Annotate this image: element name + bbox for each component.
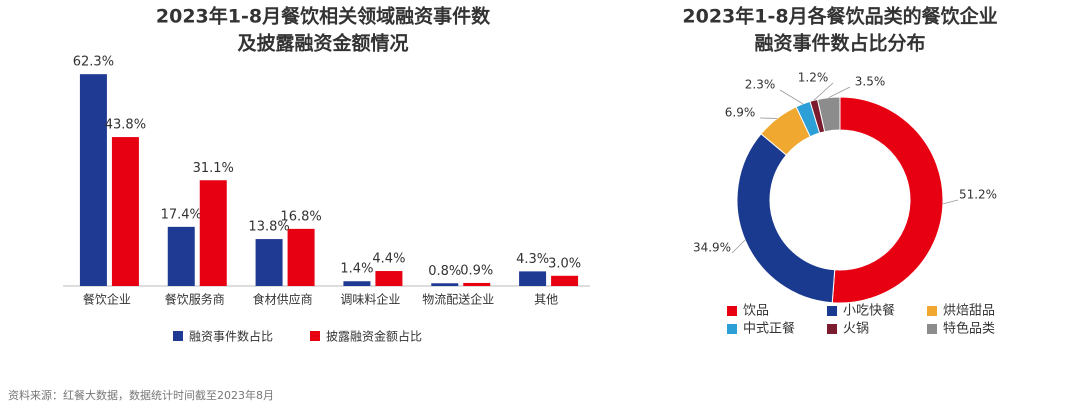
legend-swatch [927,324,937,334]
leader-line [942,199,959,205]
chart-title: 2023年1-8月餐饮相关领域融资事件数 [156,5,491,28]
value-label: 3.0% [548,256,581,271]
value-label: 62.3% [73,55,114,70]
value-label: 13.8% [248,220,289,235]
legend-swatch [827,324,837,334]
legend-label: 披露融资金额占比 [326,329,422,344]
x-tick-label: 食材供应商 [253,292,313,307]
value-label: 1.2% [798,71,829,85]
value-label: 1.4% [340,262,373,277]
bar [463,282,491,286]
bar [431,283,459,286]
chart-title: 及披露融资金额情况 [237,32,408,55]
legend-label: 烘焙甜品 [943,303,995,319]
value-label: 6.9% [725,106,756,120]
source-note: 资料来源：红餐大数据，数据统计时间截至2023年8月 [8,388,274,402]
legend-swatch [310,331,320,341]
legend-swatch [727,306,737,316]
legend-swatch [727,324,737,334]
donut-slice [831,96,944,304]
bar [167,226,195,286]
x-tick-label: 其他 [534,293,558,307]
value-label: 0.8% [428,264,461,279]
value-label: 43.8% [105,118,146,133]
bar [375,271,403,286]
legend-label: 中式正餐 [743,321,795,337]
leader-line [731,239,746,254]
bar [343,281,371,286]
bar [199,180,227,286]
chart-title: 融资事件数占比分布 [754,32,925,55]
legend-swatch [827,306,837,316]
donut-slice [736,133,836,304]
legend-swatch [927,306,937,316]
legend-label: 融资事件数占比 [189,329,273,344]
chart-title: 2023年1-8月各餐饮品类的餐饮企业 [682,5,997,28]
donut-slice [816,96,841,133]
value-label: 31.1% [193,161,234,176]
x-tick-label: 餐饮服务商 [165,292,225,307]
value-label: 17.4% [161,207,202,222]
bar [551,275,579,286]
leader-line [828,86,851,98]
bar [287,228,315,286]
bar [79,74,107,287]
legend-swatch [173,331,183,341]
value-label: 4.3% [516,252,549,267]
bar [111,137,139,286]
value-label: 34.9% [693,241,731,255]
leader-line [813,82,834,101]
x-tick-label: 物流配送企业 [422,292,494,307]
value-label: 4.4% [372,252,405,267]
legend-label: 饮品 [743,304,769,319]
legend-label: 小吃快餐 [843,303,895,319]
bar [519,271,547,286]
x-tick-label: 餐饮企业 [83,292,131,307]
value-label: 0.9% [460,263,493,278]
value-label: 16.8% [280,209,321,224]
legend-label: 特色品类 [943,321,995,337]
value-label: 51.2% [959,188,997,202]
x-tick-label: 调味料企业 [340,292,400,307]
bar [255,239,283,286]
value-label: 3.5% [855,75,886,89]
value-label: 2.3% [745,78,776,92]
leader-line [779,89,804,105]
legend-label: 火锅 [843,321,869,337]
